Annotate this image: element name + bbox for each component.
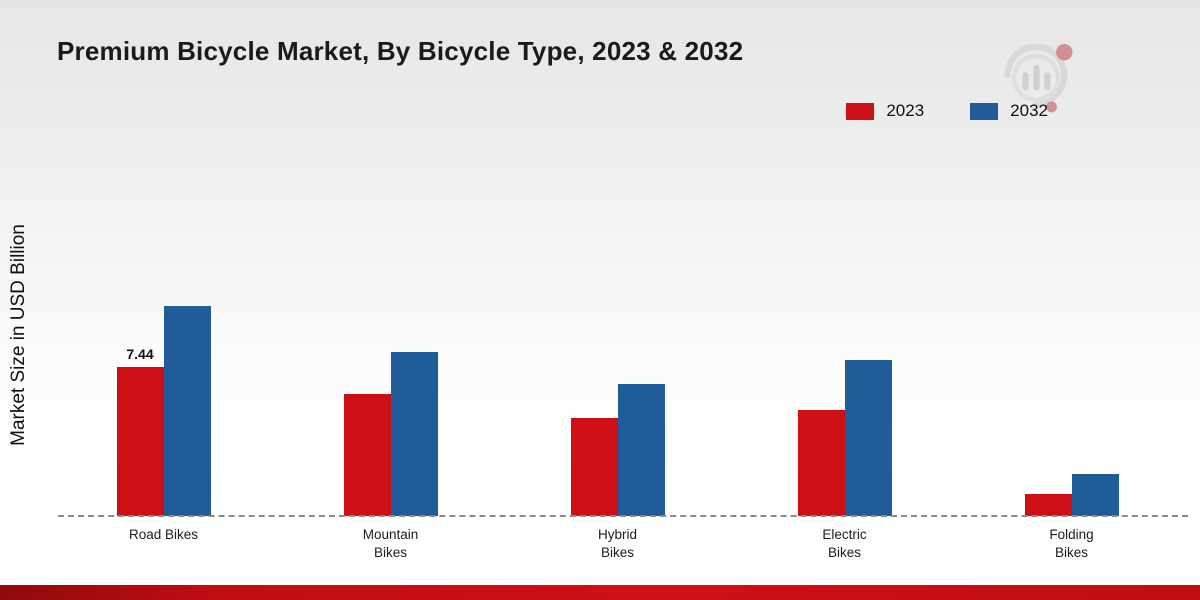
bar-2023-road-bikes[interactable]: 7.44 [116,346,164,516]
bar-2032-hybrid-bikes[interactable] [617,384,665,516]
bar-2032-road-bikes[interactable] [163,306,211,516]
bar-group-folding-bikes: Folding Bikes [958,474,1185,560]
bar-2023-folding-bikes[interactable] [1024,494,1072,516]
bar-group-road-bikes: 7.44 Road Bikes [50,306,277,542]
legend-item-2023[interactable]: 2023 [846,101,924,121]
category-label-mountain-bikes: Mountain Bikes [362,527,419,561]
legend-label-2023: 2023 [886,101,925,120]
category-label-folding-bikes: Folding Bikes [1049,527,1094,561]
bar-group-mountain-bikes: Mountain Bikes [277,352,504,560]
bar-pair [570,384,665,516]
plot-area: 7.44 Road Bikes Mountain Bikes Hybrid Bikes… [50,306,1185,560]
bottom-accent-strip [0,585,1200,600]
bar-2023-mountain-bikes[interactable] [343,394,391,516]
bar-group-electric-bikes: Electric Bikes [731,360,958,560]
bar-2032-folding-bikes[interactable] [1071,474,1119,516]
legend-swatch-2023-icon [846,102,875,120]
bar-pair [1024,474,1119,516]
chart-title: Premium Bicycle Market, By Bicycle Type,… [57,36,744,66]
category-label-electric-bikes: Electric Bikes [822,527,867,561]
bar-pair: 7.44 [116,306,211,516]
bar-2023-electric-bikes[interactable] [797,410,845,516]
bar-2032-electric-bikes[interactable] [844,360,892,516]
bar-group-hybrid-bikes: Hybrid Bikes [504,384,731,560]
legend-swatch-2032-icon [970,102,999,120]
bar-2032-mountain-bikes[interactable] [390,352,438,516]
legend-label-2032: 2032 [1010,101,1048,120]
bar-pair [797,360,892,516]
legend-item-2032[interactable]: 2032 [970,101,1048,121]
bar-pair [343,352,438,516]
category-label-hybrid-bikes: Hybrid Bikes [597,527,637,561]
bar-value-label: 7.44 [126,346,154,363]
y-axis-label: Market Size in USD Billion [8,224,29,446]
bar-2023-hybrid-bikes[interactable] [570,418,618,516]
x-axis-baseline [58,515,1188,517]
market-research-logo-icon [994,34,1078,116]
legend: 2023 2032 [846,101,1048,121]
category-label-road-bikes: Road Bikes [128,527,199,542]
